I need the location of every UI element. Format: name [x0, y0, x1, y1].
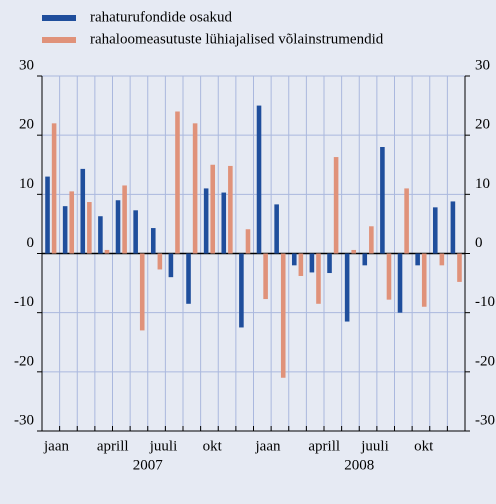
bar — [104, 249, 110, 254]
x-tick-label: aprill — [97, 438, 129, 454]
y-tick-label: 20 — [19, 117, 34, 133]
bar — [316, 253, 321, 304]
legend-swatch — [42, 15, 76, 21]
x-tick-label: juuli — [360, 438, 389, 454]
bar — [415, 253, 420, 266]
bar — [228, 165, 233, 254]
y-tick-label-right: -30 — [475, 412, 495, 428]
bar — [256, 105, 262, 254]
y-tick-label: 30 — [19, 57, 34, 73]
y-tick-label-right: 0 — [475, 235, 483, 251]
bar — [280, 253, 286, 378]
bar — [351, 249, 357, 254]
year-label: 2007 — [133, 457, 164, 473]
bar — [432, 207, 438, 254]
bar — [274, 204, 279, 254]
bar — [380, 147, 385, 254]
bar — [192, 123, 198, 254]
bar — [309, 253, 315, 273]
bar — [150, 228, 156, 254]
bar — [175, 111, 180, 254]
y-tick-label-right: -20 — [475, 353, 495, 369]
bar — [98, 216, 103, 254]
bar — [168, 253, 174, 278]
y-tick-label-right: -10 — [475, 294, 495, 310]
bar — [245, 229, 251, 254]
bar — [362, 253, 368, 266]
bar — [344, 253, 350, 322]
bar — [186, 253, 191, 304]
bar — [87, 202, 92, 254]
x-tick-label: juuli — [149, 438, 178, 454]
bar — [386, 253, 392, 300]
bar — [369, 226, 374, 254]
bar — [291, 253, 297, 266]
y-tick-label: 10 — [19, 176, 34, 192]
bar — [139, 253, 145, 331]
y-tick-label: 0 — [27, 235, 35, 251]
y-tick-label-right: 30 — [475, 57, 490, 73]
legend-label: rahaloomeasutuste lühiajalised võlainstr… — [90, 31, 384, 47]
x-tick-label: okt — [203, 438, 223, 454]
bar — [263, 253, 268, 300]
bar — [80, 168, 86, 254]
bar — [327, 253, 332, 274]
bar — [157, 253, 163, 270]
bar — [221, 192, 227, 254]
bar — [333, 157, 339, 254]
y-tick-label-right: 20 — [475, 117, 490, 133]
y-tick-label: -10 — [14, 294, 34, 310]
bar — [69, 191, 75, 254]
legend-label: rahaturufondide osakud — [90, 9, 233, 25]
bar — [51, 123, 57, 254]
bar — [203, 188, 209, 254]
x-tick-label: jaan — [255, 438, 281, 454]
bar — [439, 253, 445, 266]
x-tick-label: aprill — [308, 438, 340, 454]
bar — [457, 253, 462, 282]
bar — [450, 201, 456, 254]
year-label: 2008 — [344, 457, 374, 473]
y-tick-label: -30 — [14, 412, 34, 428]
bar — [404, 188, 409, 254]
bar — [421, 253, 427, 307]
x-tick-label: jaan — [43, 438, 69, 454]
legend-swatch — [42, 37, 76, 43]
y-tick-label-right: 10 — [475, 176, 490, 192]
bar — [210, 164, 216, 254]
bar — [62, 206, 68, 254]
y-tick-label: -20 — [14, 353, 34, 369]
bar — [298, 253, 304, 276]
bar — [122, 185, 127, 254]
bar — [239, 253, 244, 328]
bar — [45, 176, 50, 254]
x-tick-label: okt — [414, 438, 434, 454]
bar — [133, 210, 138, 254]
bar — [115, 200, 121, 254]
bar — [397, 253, 403, 313]
